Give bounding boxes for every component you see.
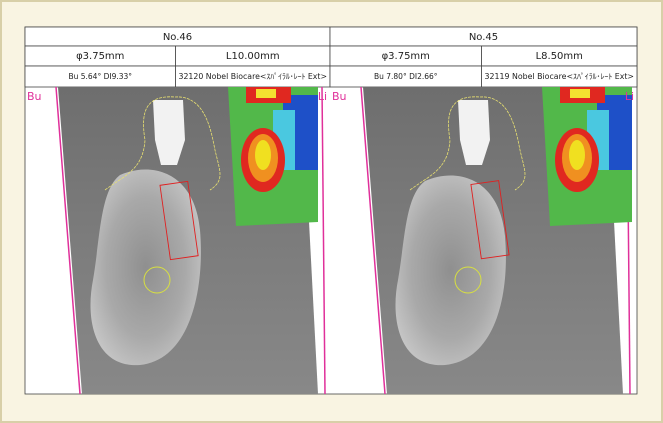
implant-outline — [159, 180, 199, 261]
density-top-yellow — [570, 89, 590, 98]
implant: 32119 Nobel Biocare<ｽﾊﾟｲﾗﾙ･ﾚｰﾄ Ext> — [485, 72, 635, 81]
panel-title: No.46 — [163, 32, 192, 43]
left-label: Bu — [27, 90, 42, 103]
nerve-canal — [454, 266, 482, 294]
outline — [104, 96, 221, 191]
right-label: Li — [625, 90, 634, 103]
boundary-line — [55, 86, 81, 395]
bone — [395, 175, 506, 366]
angles: Bu 5.64° DI9.33° — [68, 72, 132, 81]
implant: 32120 Nobel Biocare<ｽﾊﾟｲﾗﾙ･ﾚｰﾄ Ext> — [179, 72, 328, 81]
length: L10.00mm — [226, 51, 280, 62]
right-label: Li — [318, 90, 327, 103]
crown — [458, 100, 490, 165]
panel-title: No.45 — [469, 32, 498, 43]
crown — [153, 100, 185, 165]
diameter: φ3.75mm — [382, 51, 430, 62]
bone — [90, 169, 201, 366]
left-label: Bu — [332, 90, 347, 103]
density-top-yellow — [256, 89, 276, 98]
density-yellow — [569, 140, 585, 170]
outline — [409, 96, 526, 191]
nerve-canal — [143, 266, 171, 294]
density-yellow — [255, 140, 271, 170]
diameter: φ3.75mm — [76, 51, 124, 62]
angles: Bu 7.80° DI2.66° — [374, 72, 438, 81]
boundary-line — [360, 86, 386, 395]
implant-outline — [470, 180, 510, 260]
length: L8.50mm — [536, 51, 583, 62]
boundary-line — [321, 86, 326, 395]
